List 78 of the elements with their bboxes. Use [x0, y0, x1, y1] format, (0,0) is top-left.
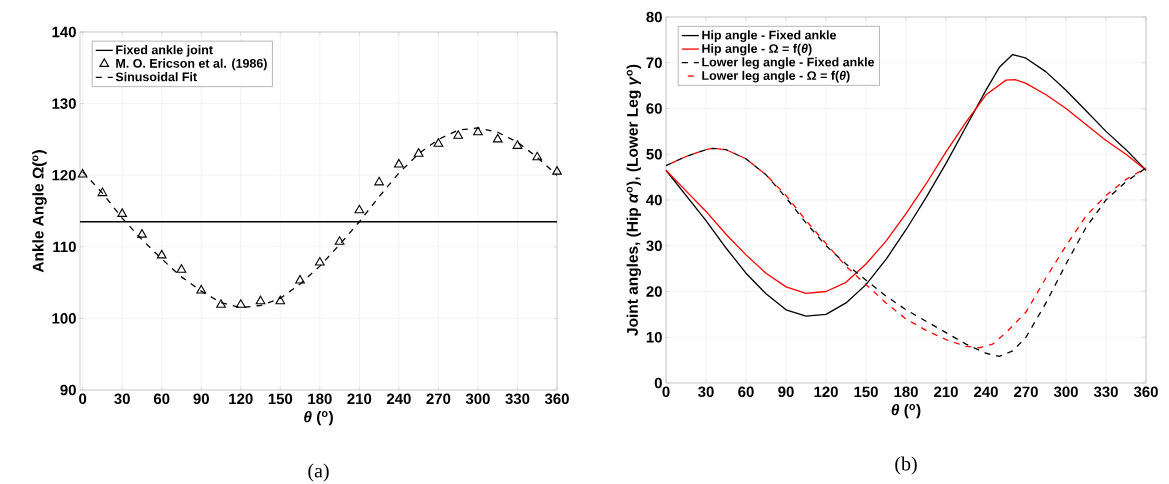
point	[433, 138, 444, 147]
y-axis-title: Joint angles, (Hip α$^{o}$), (Lower Leg γ$^{o}$)	[626, 64, 642, 336]
point	[552, 166, 562, 175]
legend-label: Hip angle - Fixed ankle	[702, 30, 837, 42]
x-tick-label: 120	[814, 386, 838, 398]
x-axis-title: θ ($^{o}$)	[304, 410, 333, 426]
point	[512, 140, 523, 149]
y-tick-label: 50	[646, 148, 662, 160]
x-tick-label: 120	[229, 393, 253, 405]
point	[354, 204, 365, 214]
text: (b)	[895, 456, 917, 475]
point	[314, 256, 325, 266]
x-tick-label: 210	[347, 393, 372, 405]
x-tick-label: 210	[934, 386, 958, 398]
point	[334, 236, 345, 245]
x-tick-label: 300	[465, 393, 490, 405]
point	[137, 229, 147, 238]
text: (a)	[308, 463, 329, 482]
x-tick-label: 270	[1014, 386, 1038, 398]
y-tick-label: 0	[654, 377, 662, 389]
legend-label: Hip angle - Ω = f(θ)	[702, 43, 812, 56]
point	[275, 295, 286, 305]
point	[492, 133, 503, 143]
x-tick-label: 90	[778, 386, 794, 398]
y-tick-label: 80	[646, 11, 662, 23]
x-tick-label: 30	[698, 386, 714, 398]
point	[394, 158, 404, 168]
x-tick-label: 180	[308, 393, 332, 405]
y-tick-label: 40	[646, 194, 662, 206]
x-tick-label: 270	[426, 393, 451, 405]
point	[255, 295, 266, 305]
point	[473, 126, 483, 136]
point	[374, 176, 385, 186]
x-tick-label: 0	[662, 386, 670, 398]
x-tick-label: 330	[505, 393, 530, 405]
x-axis-title: θ ($^{o}$)	[891, 403, 921, 419]
point	[413, 148, 424, 157]
x-tick-label: 330	[1093, 386, 1118, 398]
y-tick-label: 60	[646, 103, 662, 114]
y-tick-label: 70	[646, 57, 662, 69]
x-tick-label: 240	[386, 393, 411, 405]
x-tick-label: 0	[79, 393, 87, 405]
legend-label: Lower leg angle - Fixed ankle	[702, 57, 875, 69]
x-tick-label: 150	[854, 386, 878, 398]
y-tick-label: 130	[52, 98, 76, 109]
y-axis-title: Ankle Angle Ω($^{o}$)	[32, 150, 47, 273]
x-tick-label: 60	[738, 386, 754, 398]
x-tick-label: 180	[894, 386, 918, 398]
x-tick-label: 360	[1133, 386, 1158, 398]
y-tick-label: 120	[52, 169, 76, 181]
point	[196, 284, 207, 294]
point	[156, 249, 167, 259]
legend-label: Lower leg angle - Ω = f(θ)	[702, 70, 850, 83]
point	[235, 299, 246, 308]
y-tick-label: 30	[646, 240, 662, 252]
point	[216, 299, 226, 308]
x-tick-label: 300	[1053, 386, 1078, 398]
y-tick-label: 140	[52, 26, 76, 38]
point	[295, 274, 305, 284]
point	[77, 168, 88, 178]
legend-label: M. O. Ericson et al. (1986)	[116, 58, 267, 71]
point	[532, 151, 543, 161]
point	[176, 264, 187, 273]
legend-label: Fixed ankle joint	[116, 45, 213, 57]
point	[97, 187, 108, 197]
x-tick-label: 360	[544, 393, 569, 405]
x-tick-label: 240	[974, 386, 998, 398]
x-tick-label: 90	[193, 393, 209, 405]
x-tick-label: 60	[153, 393, 170, 405]
y-tick-label: 110	[53, 241, 76, 253]
point	[453, 130, 464, 139]
legend-label: Sinusoidal Fit	[115, 72, 197, 82]
x-tick-label: 150	[268, 393, 293, 405]
point	[117, 208, 128, 217]
y-tick-label: 10	[646, 331, 662, 343]
y-tick-label: 100	[52, 313, 76, 324]
y-tick-label: 20	[646, 286, 662, 297]
x-tick-label: 30	[114, 393, 130, 405]
